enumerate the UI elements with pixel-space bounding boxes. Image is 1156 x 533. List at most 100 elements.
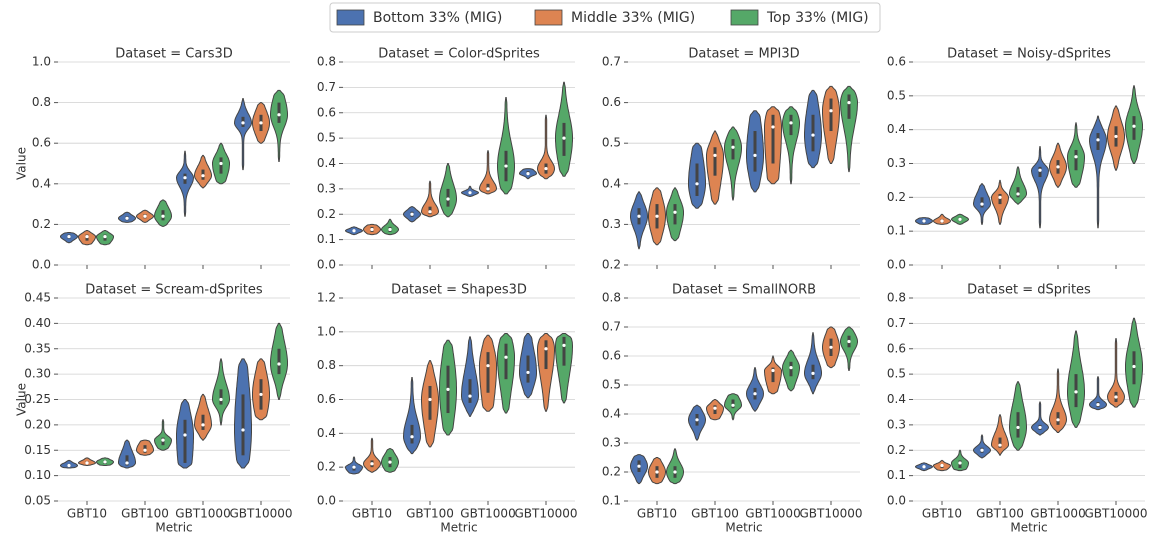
violin-median	[143, 214, 147, 218]
violin-median	[183, 433, 187, 437]
x-tick-label: GBT10	[67, 507, 107, 521]
violin-median	[352, 465, 356, 469]
x-axis-label: Metric	[1010, 521, 1047, 533]
y-tick-label: 0.0	[887, 494, 906, 508]
violin-median	[637, 464, 641, 468]
violin-median	[829, 109, 833, 113]
violin-median	[241, 428, 245, 432]
violin-median	[562, 136, 566, 140]
violin	[1088, 376, 1108, 411]
subplot-title: Dataset = Noisy-dSprites	[947, 47, 1111, 62]
violin-median	[1132, 124, 1136, 128]
violin-median	[352, 229, 356, 233]
legend-swatch	[336, 9, 365, 26]
y-tick-label: 0.1	[602, 494, 621, 508]
violin-median	[811, 371, 815, 375]
violin-median	[958, 461, 962, 465]
y-tick-label: 0.3	[602, 217, 621, 231]
violin-median	[1038, 425, 1042, 430]
violin-median	[753, 153, 757, 157]
violin	[840, 85, 858, 173]
violin-median	[713, 406, 717, 410]
violin-median	[526, 172, 530, 176]
y-tick-label: 0.3	[602, 436, 621, 450]
violin-median	[713, 153, 717, 157]
y-tick-label: 0.5	[317, 131, 336, 145]
subplot-title: Dataset = SmallNORB	[672, 283, 816, 298]
violin-median	[753, 392, 757, 396]
violin-median	[219, 397, 223, 402]
x-tick-label: GBT10000	[229, 507, 292, 521]
violin-median	[562, 343, 566, 347]
y-tick-label: 0.05	[24, 494, 51, 508]
y-tick-label: 0.6	[317, 392, 336, 406]
violin	[537, 333, 555, 412]
violin-median	[1056, 418, 1060, 422]
y-tick-label: 0.2	[602, 258, 621, 272]
y-tick-label: 0.6	[887, 341, 906, 355]
violin-median	[847, 339, 851, 344]
violin-median	[125, 216, 129, 220]
violin-median	[1016, 192, 1020, 196]
violin-median	[1096, 138, 1100, 142]
violin-median	[526, 370, 530, 375]
legend-label: Top 33% (MIG)	[766, 10, 869, 26]
y-tick-label: 0.10	[24, 468, 51, 482]
x-tick-label: GBT10000	[514, 507, 577, 521]
y-tick-label: 0.1	[887, 224, 906, 238]
violin-median	[103, 234, 107, 239]
violin-median	[370, 227, 374, 232]
y-tick-label: 0.30	[24, 367, 51, 381]
violin	[270, 89, 288, 162]
y-tick-label: 0.4	[32, 176, 51, 190]
y-axis-label: Value	[15, 383, 29, 416]
violin-median	[277, 362, 281, 366]
x-tick-label: GBT1000	[460, 507, 515, 521]
violin-median	[85, 461, 89, 465]
y-tick-label: 0.4	[317, 426, 336, 440]
violin-median	[847, 101, 851, 105]
violin-median	[67, 463, 71, 468]
violin-median	[468, 394, 472, 398]
violin	[1106, 338, 1126, 408]
subplot-title: Dataset = dSprites	[967, 283, 1091, 298]
y-tick-label: 0.4	[317, 156, 336, 170]
y-tick-label: 0.6	[602, 95, 621, 109]
violin-median	[998, 195, 1002, 199]
violin-median	[771, 125, 775, 129]
x-tick-label: GBT1000	[175, 507, 230, 521]
y-tick-label: 0.7	[317, 80, 336, 94]
violin	[461, 336, 479, 417]
violin-median	[410, 435, 414, 439]
legend-label: Middle 33% (MIG)	[571, 10, 695, 26]
violin-median	[1074, 390, 1078, 394]
violin-median	[143, 448, 147, 452]
violin-median	[85, 234, 89, 239]
violin-median	[201, 174, 205, 178]
subplot-title: Dataset = Scream-dSprites	[85, 283, 263, 298]
x-tick-label: GBT100	[406, 507, 454, 521]
violin-median	[201, 423, 205, 427]
violin-median	[446, 197, 450, 201]
violin-median	[1114, 395, 1118, 399]
y-tick-label: 0.6	[317, 105, 336, 119]
violin-median	[1114, 134, 1118, 139]
violin-median	[1056, 165, 1060, 169]
violin	[973, 434, 991, 459]
violin	[420, 180, 440, 218]
violin-median	[1038, 168, 1042, 172]
x-tick-label: GBT10000	[799, 507, 862, 521]
violin-median	[544, 347, 548, 351]
x-axis-label: Metric	[725, 521, 762, 533]
violin	[1030, 401, 1050, 436]
y-tick-label: 0.0	[317, 494, 336, 508]
violin-median	[731, 145, 735, 149]
violin-median	[673, 470, 677, 474]
y-tick-label: 0.7	[602, 55, 621, 69]
y-tick-label: 1.2	[317, 291, 336, 305]
y-tick-label: 0.8	[887, 291, 906, 305]
violin	[724, 126, 742, 201]
x-tick-label: GBT10	[352, 507, 392, 521]
y-tick-label: 0.5	[887, 88, 906, 102]
violin-median	[125, 461, 129, 465]
